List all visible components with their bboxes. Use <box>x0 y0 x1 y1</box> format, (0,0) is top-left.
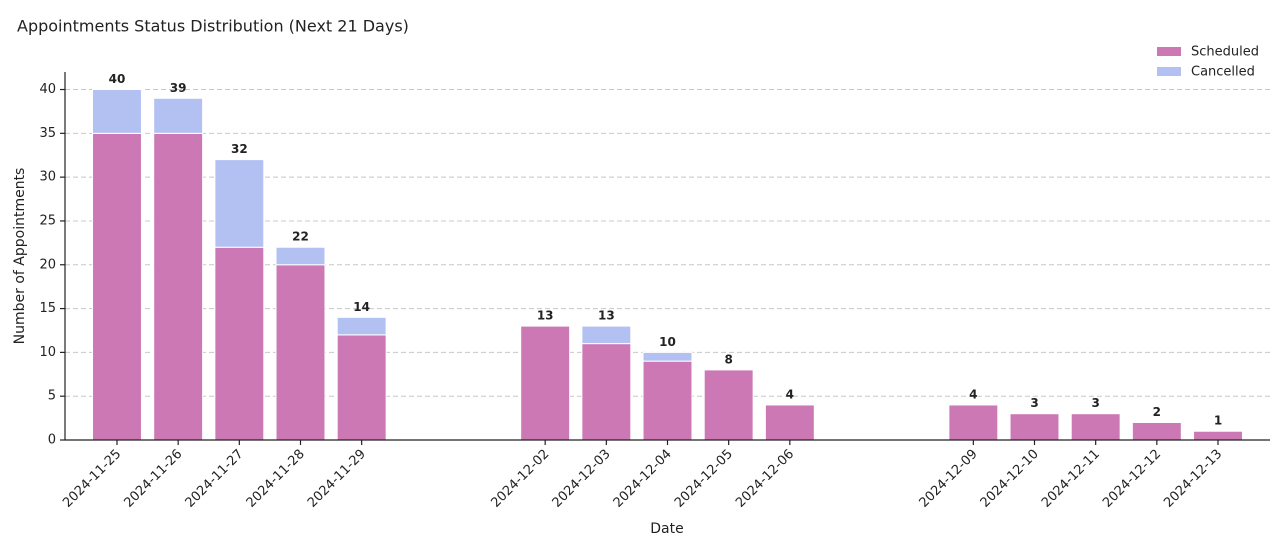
bar-segment <box>275 246 326 266</box>
x-tick-label: 2024-12-04 <box>611 447 675 511</box>
total-label: 1 <box>1214 414 1222 428</box>
bar-segment <box>703 369 754 441</box>
legend-swatch <box>1157 67 1181 76</box>
x-tick-label: 2024-12-11 <box>1039 447 1103 511</box>
x-tick-label: 2024-11-28 <box>244 447 308 511</box>
x-tick-label: 2024-11-29 <box>305 447 369 511</box>
total-label: 40 <box>109 72 126 86</box>
y-tick-label: 10 <box>39 345 56 360</box>
total-label: 4 <box>969 387 977 401</box>
bar-segment <box>1131 421 1182 441</box>
bar-segment <box>214 246 265 441</box>
x-tick-label: 2024-11-25 <box>60 447 124 511</box>
total-label: 13 <box>598 309 615 323</box>
x-tick-label: 2024-12-10 <box>978 447 1042 511</box>
bar-segment <box>153 132 204 441</box>
total-label: 13 <box>537 309 554 323</box>
bar-segment <box>642 351 693 362</box>
y-tick-label: 5 <box>48 389 56 404</box>
bar-segment <box>1009 413 1060 441</box>
bar-segment <box>764 404 815 441</box>
x-tick-label: 2024-12-05 <box>672 447 736 511</box>
bar-segment <box>642 360 693 441</box>
bar-segment <box>1193 430 1243 441</box>
x-tick-label: 2024-12-03 <box>550 447 614 511</box>
bar-segment <box>336 316 387 336</box>
bar-segment <box>1070 413 1121 441</box>
x-axis-label: Date <box>650 521 683 537</box>
total-label: 3 <box>1091 396 1099 410</box>
bar-segment <box>336 334 387 441</box>
bar-segment <box>214 159 265 248</box>
bar-segment <box>92 132 142 441</box>
total-label: 14 <box>353 300 370 314</box>
total-label: 32 <box>231 142 248 156</box>
x-tick-label: 2024-12-12 <box>1100 447 1164 511</box>
bar-segment <box>581 343 632 441</box>
y-tick-label: 20 <box>39 257 56 272</box>
total-label: 39 <box>170 81 187 95</box>
bar-segment <box>948 404 999 441</box>
y-tick-label: 40 <box>39 82 56 97</box>
y-axis-label: Number of Appointments <box>12 168 28 345</box>
x-tick-label: 2024-12-06 <box>733 447 797 511</box>
total-label: 2 <box>1153 405 1161 419</box>
x-tick-label: 2024-11-26 <box>121 447 185 511</box>
bar-segment <box>581 325 632 345</box>
legend-label: Cancelled <box>1191 65 1255 80</box>
total-label: 10 <box>659 335 676 349</box>
x-tick-label: 2024-11-27 <box>183 447 247 511</box>
total-label: 4 <box>786 387 794 401</box>
x-tick-label: 2024-12-09 <box>917 447 981 511</box>
y-tick-label: 25 <box>39 213 56 228</box>
x-tick-label: 2024-12-02 <box>488 447 552 511</box>
bar-segment <box>275 264 326 441</box>
y-tick-label: 30 <box>39 170 56 185</box>
y-tick-label: 35 <box>39 126 56 141</box>
legend-swatch <box>1157 47 1181 56</box>
legend-label: Scheduled <box>1191 45 1259 60</box>
total-label: 8 <box>724 352 732 366</box>
bar-segment <box>92 89 142 134</box>
total-label: 22 <box>292 230 309 244</box>
y-tick-label: 15 <box>39 301 56 316</box>
bar-segment <box>153 97 204 134</box>
total-label: 3 <box>1030 396 1038 410</box>
chart-title: Appointments Status Distribution (Next 2… <box>17 17 409 36</box>
x-tick-label: 2024-12-13 <box>1161 447 1225 511</box>
y-tick-label: 0 <box>48 433 56 448</box>
bar-segment <box>520 325 571 441</box>
